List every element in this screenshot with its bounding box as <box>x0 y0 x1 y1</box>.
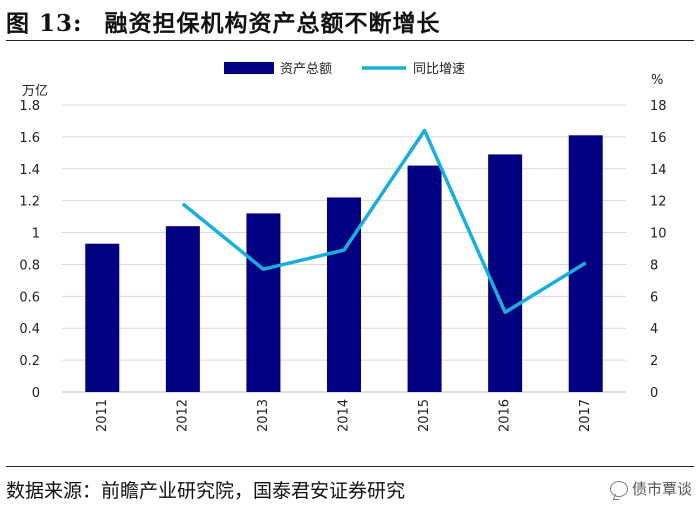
figure-label: 图 13: <box>6 10 83 37</box>
right-y-axis: 0 2 4 6 8 10 12 14 16 18% <box>650 73 667 401</box>
bar-2013 <box>246 213 281 392</box>
left-axis-unit: 万亿 <box>22 84 48 99</box>
legend-bar-label: 资产总额 <box>280 62 332 77</box>
left-tick-label: 0.4 <box>19 322 40 337</box>
bar-2014 <box>327 197 361 392</box>
footer-divider <box>6 466 694 467</box>
right-tick-label: 10 <box>650 227 667 242</box>
bar-2016 <box>488 154 523 392</box>
chart-legend: 资产总额 同比增速 <box>224 62 465 77</box>
left-tick-label: 0 <box>32 386 40 401</box>
legend-line-label: 同比增速 <box>413 62 465 77</box>
right-tick-label: 18 <box>650 99 667 114</box>
growth-rate-line <box>181 128 587 315</box>
right-tick-label: 14 <box>650 163 667 178</box>
x-tick-label: 2013 <box>256 399 271 432</box>
x-tick-label: 2012 <box>175 399 190 432</box>
x-tick-label: 2017 <box>578 399 593 432</box>
right-tick-label: 0 <box>650 386 658 401</box>
title-divider <box>6 40 694 41</box>
left-tick-label: 1.2 <box>19 195 40 210</box>
source-note: 数据来源：前瞻产业研究院，国泰君安证券研究 <box>6 480 406 502</box>
right-tick-label: 2 <box>650 354 658 369</box>
right-tick-label: 8 <box>650 258 658 273</box>
left-tick-label: 1.6 <box>19 131 40 146</box>
right-tick-label: 12 <box>650 195 667 210</box>
x-tick-label: 2016 <box>498 399 513 432</box>
right-axis-unit: % <box>651 73 663 88</box>
combo-chart: 2011 2012 2013 2014 2015 2016 2017 00.20.40.60… <box>19 62 667 432</box>
left-tick-label: 1 <box>32 227 40 242</box>
x-tick-label: 2015 <box>417 399 432 432</box>
left-tick-label: 0.2 <box>19 354 40 369</box>
left-tick-label: 1.4 <box>19 163 40 178</box>
x-tick-label: 2011 <box>95 399 110 432</box>
right-tick-label: 6 <box>650 290 658 305</box>
left-tick-label: 0.6 <box>19 290 40 305</box>
right-tick-label: 16 <box>650 131 667 146</box>
left-y-axis: 0 0.2 0.4 0.6 0.8 1 1.2 1.4 1.6 1.8万亿 <box>19 84 48 401</box>
legend-bar-swatch <box>224 62 274 74</box>
watermark-text: 债市覃谈 <box>631 480 692 498</box>
figure-title-text: 融资担保机构资产总额不断增长 <box>104 10 441 37</box>
chat-bubble-icon <box>609 480 628 497</box>
bar-2011 <box>85 243 120 392</box>
bar-2012 <box>165 226 200 392</box>
x-tick-label: 2014 <box>337 399 352 432</box>
gridlines <box>62 104 626 393</box>
bar-series <box>85 135 603 392</box>
left-tick-label: 0.8 <box>19 258 40 273</box>
bar-2015 <box>407 165 442 392</box>
right-tick-label: 4 <box>650 322 658 337</box>
figure-title: 图 13: 融资担保机构资产总额不断增长 <box>6 4 441 38</box>
line-series <box>181 128 587 315</box>
watermark: 债市覃谈 <box>609 478 692 499</box>
x-axis: 2011 2012 2013 2014 2015 2016 2017 <box>95 399 593 432</box>
left-tick-label: 1.8 <box>19 99 40 114</box>
